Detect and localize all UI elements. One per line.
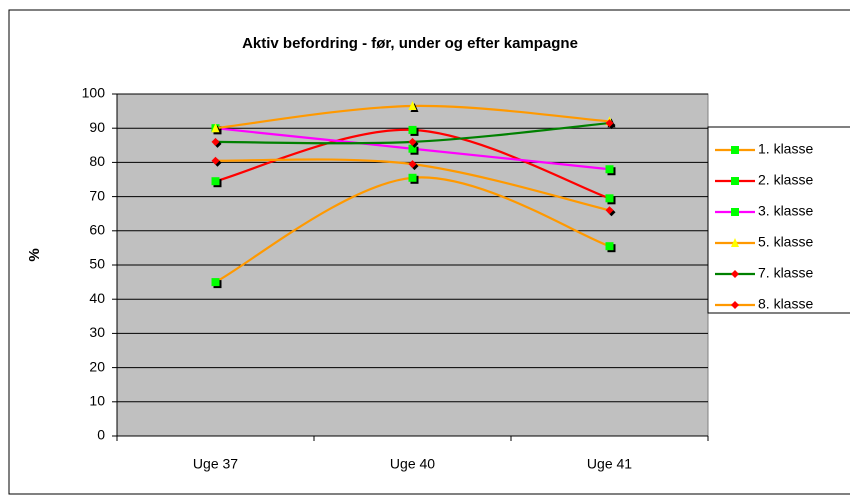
y-tick-label: 30	[89, 324, 105, 340]
data-marker	[408, 160, 417, 169]
legend-marker	[731, 238, 739, 247]
data-marker	[211, 123, 220, 133]
legend-marker	[731, 146, 739, 154]
legend-label: 2. klasse	[758, 172, 813, 188]
legend-label: 8. klasse	[758, 296, 813, 312]
y-tick-label: 10	[89, 393, 105, 409]
y-tick-label: 80	[89, 153, 105, 169]
y-axis-label: %	[26, 248, 43, 261]
data-marker	[605, 206, 614, 215]
legend-label: 7. klasse	[758, 265, 813, 281]
legend-marker	[731, 270, 739, 278]
data-marker	[211, 177, 220, 186]
data-marker	[605, 165, 614, 174]
y-tick-label: 50	[89, 256, 105, 272]
legend-marker	[731, 208, 739, 216]
x-tick-label: Uge 41	[587, 456, 632, 472]
legend-label: 1. klasse	[758, 141, 813, 157]
x-tick-label: Uge 37	[193, 456, 238, 472]
data-marker	[408, 125, 417, 134]
legend-marker	[731, 177, 739, 185]
data-marker	[408, 100, 417, 110]
data-marker	[211, 137, 220, 146]
data-marker	[605, 194, 614, 203]
legend-label: 5. klasse	[758, 234, 813, 250]
data-marker	[605, 119, 614, 128]
y-tick-label: 60	[89, 222, 105, 238]
legend-marker	[731, 301, 739, 309]
y-tick-label: 70	[89, 187, 105, 203]
y-tick-label: 0	[97, 427, 105, 443]
y-tick-label: 20	[89, 358, 105, 374]
data-marker	[211, 278, 220, 287]
y-tick-label: 90	[89, 119, 105, 135]
y-tick-label: 40	[89, 290, 105, 306]
data-marker	[605, 242, 614, 251]
chart-title: Aktiv befordring - før, under og efter k…	[242, 35, 578, 52]
y-tick-label: 100	[82, 85, 106, 101]
data-marker	[408, 144, 417, 153]
x-tick-label: Uge 40	[390, 456, 435, 472]
legend-box	[707, 126, 850, 314]
data-marker	[408, 173, 417, 182]
data-marker	[408, 137, 417, 146]
data-marker	[211, 156, 220, 165]
legend-label: 3. klasse	[758, 203, 813, 219]
